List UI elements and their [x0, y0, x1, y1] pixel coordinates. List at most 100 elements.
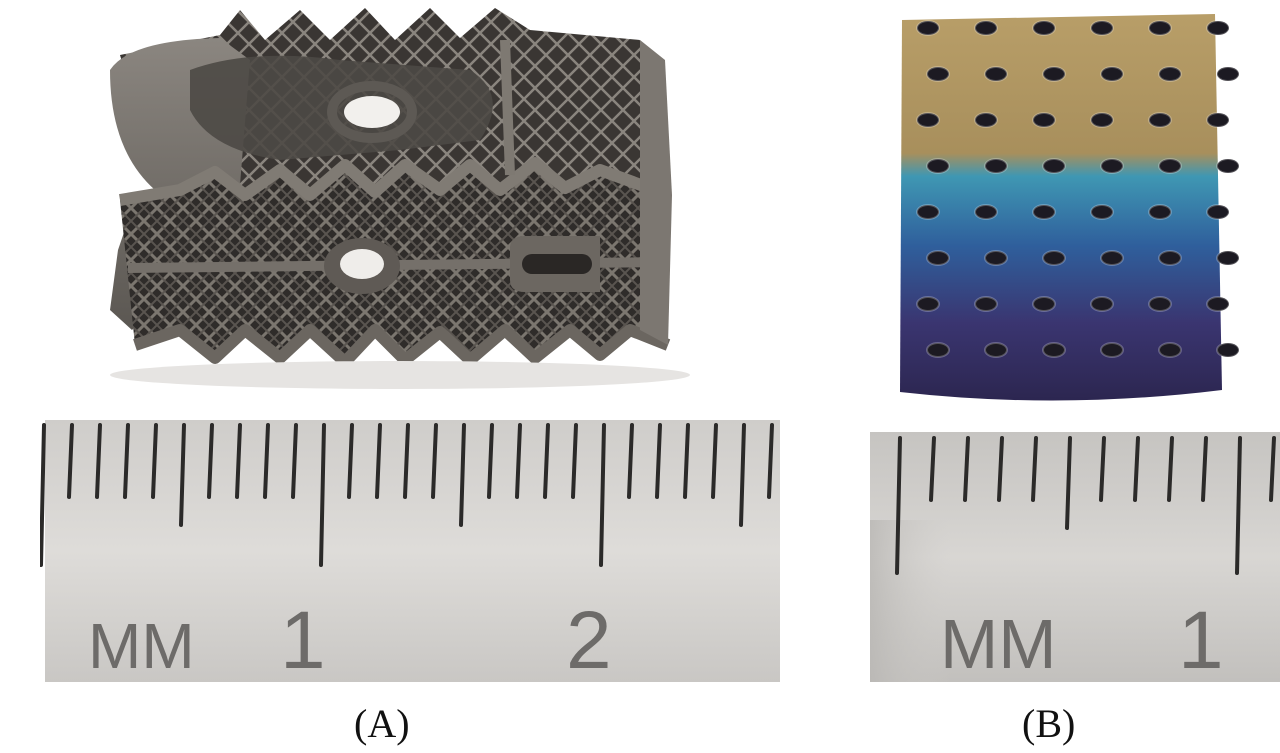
ruler-tick: [739, 423, 746, 527]
ruler-tick: [997, 436, 1004, 502]
ruler-tick: [179, 423, 186, 527]
figure-panel-b: MM 1: [870, 0, 1280, 690]
ruler-a-unit-label: MM: [88, 610, 195, 682]
ruler-tick: [431, 423, 438, 499]
cube-pore: [916, 112, 940, 128]
cube-pore: [984, 250, 1008, 266]
ruler-tick: [291, 423, 298, 499]
ruler-tick: [487, 423, 494, 499]
ruler-tick: [67, 423, 74, 499]
ruler-tick: [123, 423, 130, 499]
ruler-tick: [403, 423, 410, 499]
ruler-tick: [515, 423, 522, 499]
cube-pore: [1042, 158, 1066, 174]
cube-pore: [1216, 250, 1240, 266]
ruler-tick: [151, 423, 158, 499]
ruler-tick: [40, 423, 46, 567]
ruler-tick: [375, 423, 382, 499]
cube-pore: [1206, 20, 1230, 36]
ruler-tick: [929, 436, 936, 502]
cube-photo: MM 1: [870, 14, 1280, 686]
ruler-tick: [1099, 436, 1106, 502]
ruler-tick: [571, 423, 578, 499]
caption-a: (A): [354, 701, 410, 746]
cube-pore: [974, 204, 998, 220]
implant-photo: MM 1 2: [40, 8, 780, 686]
ruler-b: MM 1: [870, 432, 1280, 686]
ruler-tick: [963, 436, 970, 502]
cube-pore: [984, 342, 1008, 358]
cube-pore: [1042, 250, 1066, 266]
cube-pore: [1090, 112, 1114, 128]
cube-pore: [974, 296, 998, 312]
cube-pore: [1032, 204, 1056, 220]
ruler-tick: [543, 423, 550, 499]
cube-pore: [926, 158, 950, 174]
cube-pore: [916, 204, 940, 220]
cube-pore: [1090, 296, 1114, 312]
cube-pore: [1206, 204, 1230, 220]
ruler-tick: [1235, 436, 1242, 575]
ruler-a: MM 1 2: [40, 420, 780, 686]
ruler-tick: [263, 423, 270, 499]
ruler-tick: [895, 436, 902, 575]
cube-pore: [1032, 20, 1056, 36]
ruler-tick: [1031, 436, 1038, 502]
cube-pore: [1100, 66, 1124, 82]
ruler-a-number-1: 1: [280, 595, 326, 686]
ruler-tick: [599, 423, 606, 567]
caption-b: (B): [1022, 701, 1076, 746]
cube-pore: [1216, 66, 1240, 82]
cube-pore: [926, 66, 950, 82]
figure-panel-a: MM 1 2: [40, 0, 780, 690]
ruler-tick: [1269, 436, 1276, 502]
cube-pore: [1032, 296, 1056, 312]
cube-pore: [1158, 342, 1182, 358]
ruler-tick: [1133, 436, 1140, 502]
cube-pore: [974, 20, 998, 36]
cube-pore: [1216, 158, 1240, 174]
cube-pore: [1148, 204, 1172, 220]
cube-pore: [1216, 342, 1240, 358]
cube-pore: [1148, 20, 1172, 36]
cube-pore: [1090, 204, 1114, 220]
ruler-b-number-1: 1: [1178, 595, 1224, 686]
ruler-tick: [1167, 436, 1174, 502]
cube-pore: [1158, 66, 1182, 82]
cube-pore: [1158, 250, 1182, 266]
cube-pore: [916, 20, 940, 36]
ruler-tick: [767, 423, 774, 499]
ruler-tick: [627, 423, 634, 499]
cube-pore: [1206, 296, 1230, 312]
cube-pore: [1032, 112, 1056, 128]
cube-pore: [1090, 20, 1114, 36]
cube-pore: [984, 66, 1008, 82]
ruler-tick: [95, 423, 102, 499]
cube-pore: [1100, 342, 1124, 358]
ruler-tick: [655, 423, 662, 499]
ruler-tick: [319, 423, 326, 567]
ruler-tick: [207, 423, 214, 499]
cube-pore: [1148, 112, 1172, 128]
implant-body: [110, 8, 672, 368]
cube-pore: [916, 296, 940, 312]
ruler-tick: [347, 423, 354, 499]
ruler-tick: [711, 423, 718, 499]
cube-pore: [1100, 250, 1124, 266]
cube-pore: [926, 250, 950, 266]
ruler-a-number-2: 2: [566, 595, 612, 686]
cube-pore: [1042, 66, 1066, 82]
ruler-b-unit-label: MM: [940, 605, 1057, 683]
lattice-cube: [900, 14, 1240, 401]
cube-pore: [1042, 342, 1066, 358]
cube-pore: [1148, 296, 1172, 312]
cube-pore: [1206, 112, 1230, 128]
cube-pore: [926, 342, 950, 358]
cube-pore: [974, 112, 998, 128]
ruler-tick: [1065, 436, 1072, 530]
ruler-tick: [235, 423, 242, 499]
cube-pore: [984, 158, 1008, 174]
ruler-tick: [683, 423, 690, 499]
cube-pore: [1158, 158, 1182, 174]
ruler-tick: [459, 423, 466, 527]
